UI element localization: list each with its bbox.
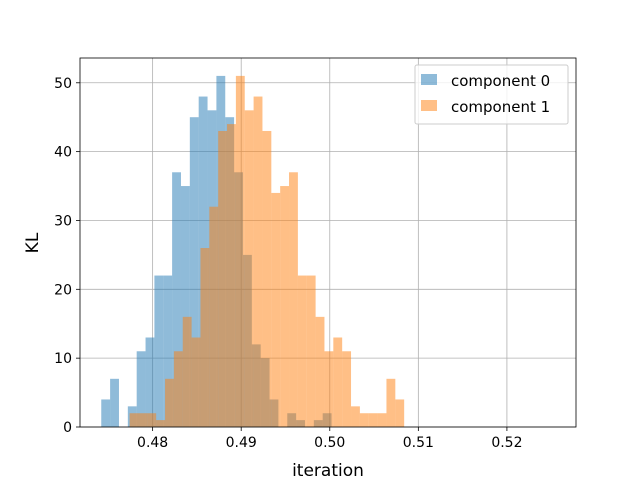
x-tick-label-3: 0.51 — [403, 435, 434, 451]
series-1-bar-20 — [306, 275, 316, 427]
series-1-bar-18 — [289, 172, 298, 427]
series-1-bar-10 — [218, 130, 228, 427]
series-1-bar-30 — [395, 399, 405, 427]
series-1-bar-19 — [297, 275, 307, 427]
x-tick-label-0: 0.48 — [137, 435, 168, 451]
legend-frame — [414, 64, 569, 125]
legend: component 0 component 1 — [414, 64, 569, 125]
y-tick-label-2: 20 — [54, 282, 72, 298]
series-1-bar-5 — [173, 351, 183, 427]
y-tick-label-5: 50 — [54, 76, 72, 92]
series-1-bar-24 — [342, 351, 352, 427]
series-1-bar-3 — [156, 420, 166, 427]
series-0-bar-5 — [145, 337, 155, 427]
legend-label-component-1: component 1 — [451, 98, 550, 116]
series-0-bar-0 — [101, 399, 111, 427]
series-1-bar-13 — [244, 110, 254, 427]
series-1-bar-2 — [147, 413, 157, 427]
y-tick-label-3: 30 — [54, 213, 72, 229]
series-0-bar-4 — [136, 351, 146, 427]
series-1-bar-25 — [351, 406, 360, 427]
legend-label-component-0: component 0 — [451, 72, 550, 90]
series-1-bar-6 — [182, 316, 192, 427]
series-1-bar-16 — [271, 192, 281, 427]
series-1-bar-11 — [227, 124, 236, 428]
series-1-bar-17 — [280, 186, 290, 427]
series-0-bar-1 — [110, 378, 119, 427]
series-1-bar-4 — [165, 378, 174, 427]
y-tick-label-0: 0 — [63, 420, 72, 436]
series-1-bar-26 — [359, 413, 369, 427]
series-1-bar-29 — [386, 378, 396, 427]
series-1-bar-7 — [191, 337, 201, 427]
x-tick-label-4: 0.52 — [491, 435, 522, 451]
ticks-layer: 0.48 0.49 0.50 0.51 0.52 0 10 20 30 40 50 — [54, 76, 522, 451]
series-0-bar-9 — [180, 186, 190, 427]
y-tick-label-1: 10 — [54, 351, 72, 367]
series-1-bar-21 — [315, 316, 325, 427]
series-1-bar-22 — [324, 351, 334, 427]
series-1-bar-28 — [377, 413, 387, 427]
series-1-bar-27 — [368, 413, 378, 427]
series-1-bar-14 — [253, 96, 263, 427]
series-1-bar-9 — [209, 206, 219, 427]
series-0-bar-7 — [163, 275, 173, 427]
series-1-bar-15 — [262, 130, 272, 427]
series-1-bar-1 — [138, 413, 148, 427]
series-1-bar-8 — [200, 248, 210, 427]
legend-swatch-component-1 — [421, 100, 437, 111]
x-tick-label-1: 0.49 — [226, 435, 257, 451]
series-1-bars — [129, 75, 405, 428]
y-axis-label: KL — [23, 232, 43, 253]
series-1-bar-0 — [129, 413, 139, 427]
series-0-bar-8 — [172, 172, 181, 427]
x-tick-label-2: 0.50 — [314, 435, 345, 451]
plot-frame — [79, 57, 577, 428]
y-tick-label-4: 40 — [54, 145, 72, 161]
series-0-bar-6 — [154, 275, 164, 427]
series-0-bar-10 — [189, 117, 199, 427]
x-axis-label: iteration — [292, 461, 364, 480]
bars-layer — [101, 75, 405, 428]
series-1-bar-23 — [333, 337, 343, 427]
legend-swatch-component-0 — [421, 74, 437, 85]
series-1-bar-12 — [235, 75, 245, 427]
